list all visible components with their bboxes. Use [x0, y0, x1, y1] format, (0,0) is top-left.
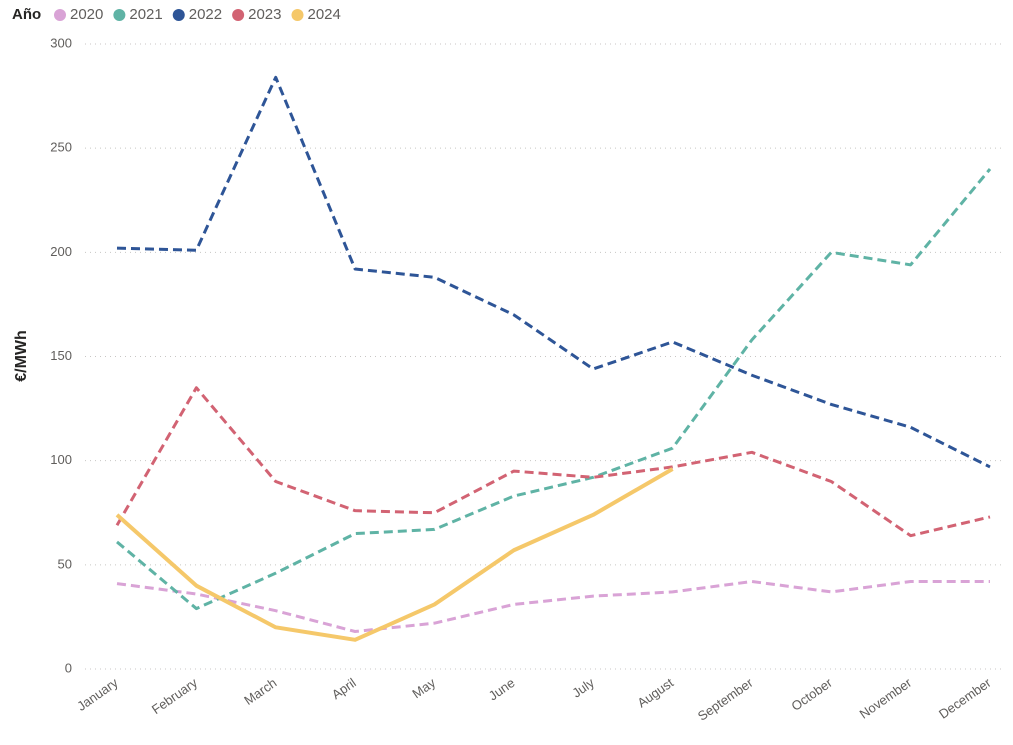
legend-marker: [113, 9, 126, 21]
legend-label: 2021: [129, 6, 162, 23]
y-axis-title: €/MWh: [13, 330, 30, 382]
legend-marker: [291, 9, 304, 21]
legend-marker: [232, 9, 245, 21]
x-tick-label: November: [857, 675, 915, 722]
legend-marker: [54, 9, 66, 21]
series-line: [116, 75, 991, 469]
x-tick-label: June: [486, 675, 518, 703]
y-tick-label: 250: [50, 140, 72, 155]
x-tick-label: December: [936, 675, 994, 722]
x-tick-label: May: [409, 675, 438, 702]
legend-label: 2020: [70, 6, 103, 23]
series-line: [115, 386, 991, 538]
x-tick-label: October: [788, 675, 835, 714]
x-tick-label: March: [241, 675, 279, 708]
x-tick-label: September: [695, 675, 756, 724]
series-line: [116, 168, 992, 611]
y-tick-label: 50: [58, 556, 72, 571]
legend-title: Año: [12, 6, 41, 23]
y-tick-label: 0: [65, 660, 72, 675]
x-tick-label: August: [634, 675, 676, 711]
y-tick-label: 200: [50, 244, 72, 259]
x-tick-label: January: [74, 675, 121, 714]
legend-label: 2022: [189, 6, 222, 23]
x-tick-label: April: [329, 675, 359, 702]
legend-marker: [172, 9, 185, 21]
series-line: [116, 580, 990, 633]
legend-label: 2023: [248, 6, 281, 23]
y-tick-label: 100: [50, 452, 72, 467]
x-tick-label: February: [149, 675, 201, 717]
y-tick-label: 300: [50, 35, 72, 50]
x-tick-label: July: [569, 675, 597, 701]
series-line: [115, 467, 674, 642]
legend-label: 2024: [308, 6, 341, 23]
y-tick-label: 150: [50, 348, 72, 363]
